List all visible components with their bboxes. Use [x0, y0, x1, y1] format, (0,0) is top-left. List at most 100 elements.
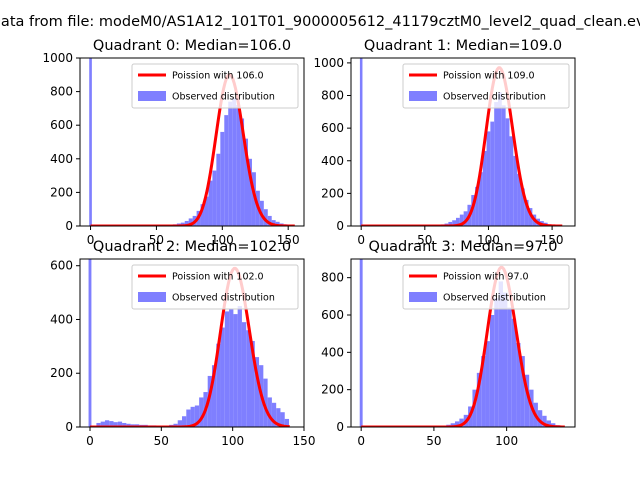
histogram-bar [229, 308, 234, 427]
histogram-bar [520, 356, 525, 427]
histogram-bar [267, 397, 272, 427]
histogram-bar [284, 418, 290, 427]
legend-observed-swatch [138, 292, 166, 302]
histogram-bar [244, 138, 248, 226]
x-tick-label: 100 [477, 233, 500, 247]
histogram-bar [501, 105, 506, 226]
histogram-bar [472, 389, 477, 427]
histogram-bar [177, 420, 183, 427]
plot-area [359, 259, 565, 427]
histogram-bar [263, 209, 268, 226]
histogram-bar [237, 306, 242, 427]
panel-title: Quadrant 2: Median=102.0 [93, 239, 291, 255]
y-tick-label: 200 [321, 383, 344, 397]
histogram-bar [486, 131, 491, 226]
histogram-bar [448, 221, 453, 226]
histogram-bar [520, 188, 525, 226]
histogram-bar [117, 421, 123, 427]
axes-frame [79, 57, 305, 227]
y-tick-label: 600 [50, 118, 73, 132]
histogram-bar [463, 211, 468, 226]
histogram-spike-bar [359, 58, 363, 226]
histogram-bar [186, 409, 191, 427]
y-tick-label: 0 [336, 219, 344, 233]
legend-observed-label: Observed distribution [443, 293, 546, 304]
histogram-bar [494, 102, 498, 226]
legend-observed-label: Observed distribution [443, 92, 546, 103]
histogram-bar [524, 374, 530, 427]
panel-title: Quadrant 1: Median=109.0 [364, 38, 562, 54]
panel-quadrant-2: 0 50 100 150 0 200 400 600 Quadrant 2: Median=10… [50, 239, 315, 448]
histogram-bar [476, 372, 482, 427]
panel-title: Quadrant 3: Median=97.0 [369, 239, 558, 255]
histogram-bar [204, 196, 209, 226]
y-tick-label: 0 [336, 420, 344, 434]
histogram-bar [232, 98, 237, 226]
histogram-bar [208, 180, 213, 226]
plot-area [88, 259, 290, 427]
y-tick-label: 400 [321, 154, 344, 168]
y-tick-label: 600 [321, 121, 344, 135]
axes-frame [350, 57, 576, 227]
histogram-bar [246, 330, 251, 427]
axes-frame [350, 258, 576, 428]
y-tick-label: 0 [65, 219, 73, 233]
legend: Poission with 102.0 Observed distribution [131, 264, 299, 310]
histogram-bar [452, 220, 456, 226]
poisson-curve [89, 266, 290, 427]
histogram-bar [511, 318, 517, 427]
y-tick-label: 200 [50, 185, 73, 199]
histogram-bar [211, 365, 217, 427]
y-tick-label: 400 [50, 152, 73, 166]
histogram-bar [248, 158, 252, 226]
histogram-bar [482, 150, 487, 226]
histogram-bar [182, 416, 187, 427]
x-tick-label: 150 [277, 233, 300, 247]
histogram-bar [459, 214, 464, 226]
histogram-bar [546, 420, 551, 427]
poisson-curve [360, 66, 563, 226]
histogram-bar [485, 341, 490, 427]
histogram-bar [275, 221, 280, 226]
y-tick-label: 1000 [42, 51, 73, 65]
histogram-bar [254, 357, 260, 427]
histogram-bar [228, 101, 233, 226]
x-tick-label: 100 [495, 434, 518, 448]
y-tick-label: 800 [321, 271, 344, 285]
histogram-bar [498, 92, 502, 226]
histogram-bar [188, 218, 193, 226]
histogram-bar [456, 217, 460, 226]
histogram-bar [503, 292, 508, 427]
panel-quadrant-3: 0 50 100 0 200 400 600 800 Quadrant 3: Median=97… [321, 239, 576, 448]
histogram-bar [271, 220, 276, 226]
histogram-spike-bar [359, 259, 363, 427]
legend: Poission with 109.0 Observed distribution [402, 63, 570, 109]
y-tick-label: 1000 [313, 56, 344, 70]
histogram-bar [251, 172, 256, 226]
histogram-bar [524, 199, 529, 226]
histogram-bar [528, 208, 533, 226]
plot-area [359, 58, 563, 226]
histogram-bar [475, 186, 479, 226]
histogram-bar [250, 340, 255, 427]
x-tick-label: 150 [293, 434, 316, 448]
histogram-bar [113, 422, 118, 427]
histogram-bar [516, 343, 521, 427]
histogram-bar [240, 118, 245, 226]
histogram-bar [96, 422, 101, 427]
histogram-bar [494, 298, 499, 427]
histogram-bar [455, 421, 460, 427]
histogram-bar [216, 343, 221, 427]
x-tick-label: 0 [87, 233, 95, 247]
x-tick-label: 50 [426, 434, 441, 448]
poisson-curve [90, 73, 295, 226]
histogram-bar [220, 327, 225, 427]
histogram-bar [126, 423, 131, 427]
histogram-bar [276, 408, 281, 427]
y-tick-label: 600 [321, 308, 344, 322]
histogram-bar [100, 421, 105, 427]
legend-box [402, 63, 570, 109]
histogram-bar [212, 170, 217, 226]
y-tick-label: 600 [50, 259, 73, 273]
histogram-bar [505, 118, 510, 226]
